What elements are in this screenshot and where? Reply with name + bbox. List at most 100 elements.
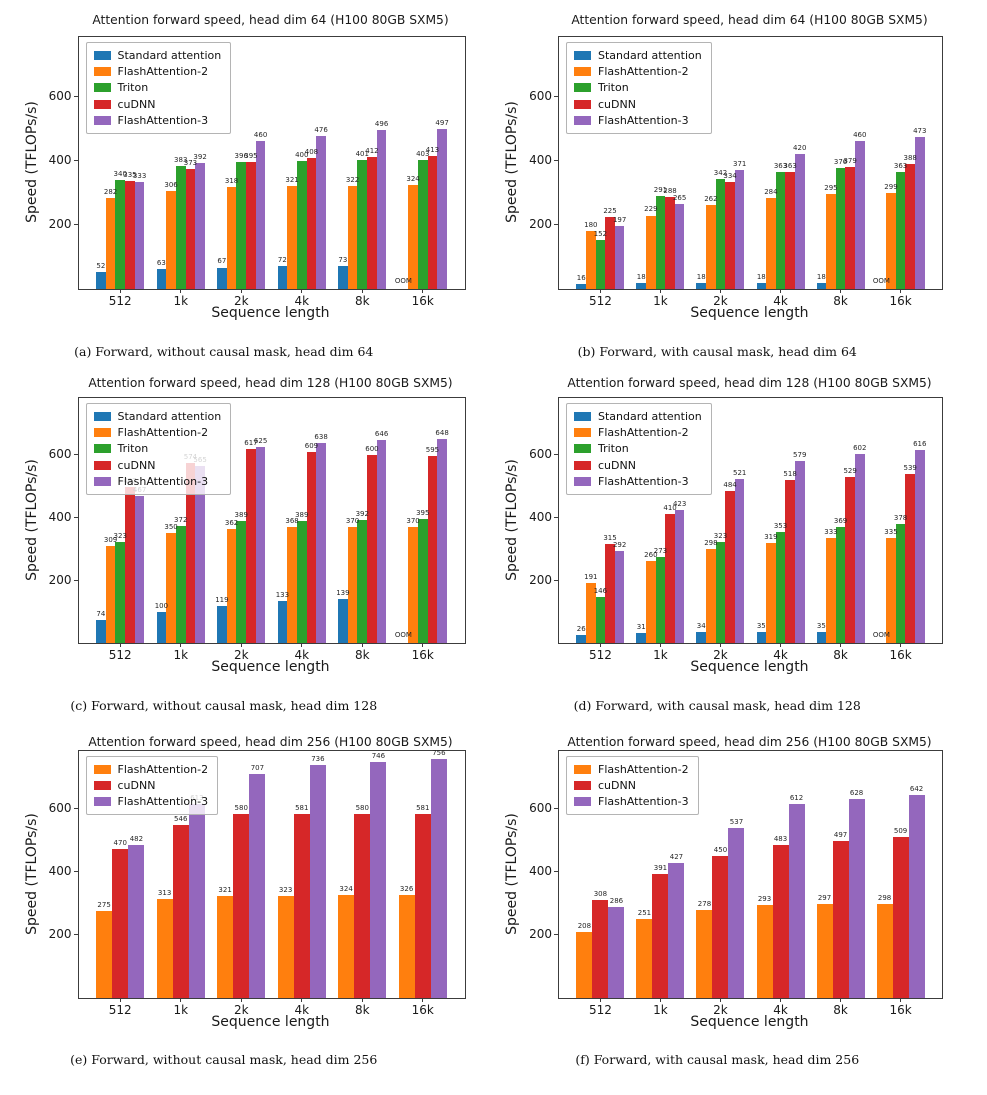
bar-value-label: 410 bbox=[663, 504, 677, 513]
bar bbox=[347, 185, 358, 289]
oom-label: OOM bbox=[394, 631, 412, 639]
x-tick-mark bbox=[659, 998, 661, 1002]
legend-item: cuDNN bbox=[574, 96, 702, 112]
bar bbox=[826, 538, 836, 643]
legend-label: FlashAttention-2 bbox=[117, 762, 209, 776]
bar-value-label: 119 bbox=[215, 595, 229, 604]
bar bbox=[354, 814, 371, 998]
bar bbox=[156, 898, 173, 998]
bar-value-label: 372 bbox=[174, 516, 188, 525]
legend-swatch bbox=[93, 764, 111, 774]
y-tick-label: 600 bbox=[48, 88, 72, 103]
chart-title: Attention forward speed, head dim 128 (H… bbox=[88, 376, 453, 390]
legend-item: cuDNN bbox=[93, 777, 209, 793]
bar bbox=[895, 524, 906, 643]
x-tick-mark bbox=[361, 998, 363, 1002]
bar-value-label: 509 bbox=[893, 826, 908, 835]
y-tick-label: 600 bbox=[529, 447, 552, 462]
bar bbox=[236, 161, 247, 289]
x-tick-label: 8k bbox=[354, 294, 370, 308]
legend-label: cuDNN bbox=[598, 458, 636, 472]
legend-label: FlashAttention-2 bbox=[598, 762, 689, 776]
bar-value-label: 18 bbox=[636, 273, 646, 282]
legend-label: cuDNN bbox=[117, 97, 156, 111]
legend-swatch bbox=[93, 444, 111, 454]
bar-value-label: 617 bbox=[244, 439, 258, 448]
bar bbox=[166, 533, 176, 643]
bar-value-label: 383 bbox=[174, 156, 188, 165]
x-tick-mark bbox=[301, 998, 303, 1002]
legend: Standard attention FlashAttention-2 Triton… bbox=[85, 403, 232, 495]
bar bbox=[96, 272, 106, 289]
legend-label: FlashAttention-3 bbox=[117, 114, 209, 128]
legend-swatch bbox=[574, 99, 591, 109]
bar-value-label: 251 bbox=[637, 908, 652, 917]
bar-value-label: 298 bbox=[877, 893, 892, 902]
bar bbox=[706, 549, 716, 643]
x-axis-label: Sequence length bbox=[690, 305, 809, 321]
bar bbox=[96, 619, 106, 643]
chart-caption: (f) Forward, with causal mask, head dim … bbox=[575, 1052, 860, 1067]
y-tick-label: 600 bbox=[529, 800, 552, 815]
bar bbox=[696, 632, 707, 643]
bar bbox=[338, 895, 355, 998]
bar-value-label: 389 bbox=[234, 510, 248, 519]
bar bbox=[734, 479, 745, 643]
bar bbox=[636, 633, 647, 643]
bar-value-label: 152 bbox=[593, 230, 608, 239]
bar-value-label: 308 bbox=[593, 890, 608, 899]
x-tick-label: 8k bbox=[354, 1003, 370, 1017]
chart-caption: (c) Forward, without causal mask, head d… bbox=[70, 698, 378, 713]
bar-value-label: 470 bbox=[113, 839, 127, 848]
x-tick-label: 1k bbox=[173, 1003, 189, 1017]
bar bbox=[715, 541, 726, 643]
bar-value-label: 73 bbox=[338, 255, 348, 264]
legend-item: FlashAttention-3 bbox=[574, 794, 689, 810]
bar bbox=[376, 129, 387, 289]
y-tick-label: 600 bbox=[529, 88, 552, 103]
legend-label: Standard attention bbox=[117, 409, 222, 423]
bar bbox=[427, 456, 438, 643]
bar-value-label: 324 bbox=[406, 174, 420, 183]
bar bbox=[226, 186, 237, 289]
x-tick-label: 1k bbox=[653, 1003, 668, 1017]
bar bbox=[775, 532, 786, 643]
bar bbox=[367, 156, 377, 289]
x-tick-mark bbox=[361, 289, 363, 293]
bar bbox=[576, 283, 586, 289]
x-tick-mark bbox=[422, 289, 424, 293]
bar-value-label: 323 bbox=[713, 531, 728, 540]
bar bbox=[249, 774, 266, 998]
bar-value-label: 275 bbox=[97, 900, 111, 909]
x-tick-mark bbox=[780, 289, 782, 293]
bar-value-label: 363 bbox=[783, 162, 797, 171]
legend-item: FlashAttention-2 bbox=[93, 761, 209, 777]
bar bbox=[172, 825, 189, 998]
x-tick-mark bbox=[719, 289, 721, 293]
bar bbox=[655, 557, 666, 643]
chart-caption: (b) Forward, with causal mask, head dim … bbox=[577, 344, 857, 359]
x-tick-mark bbox=[780, 643, 782, 647]
bar bbox=[417, 159, 428, 289]
x-tick-label: 512 bbox=[108, 294, 132, 308]
y-tick-mark bbox=[73, 224, 78, 226]
bar-value-label: 581 bbox=[416, 804, 430, 813]
chart-cell-e: Attention forward speed, head dim 256 (H… bbox=[0, 730, 494, 1095]
bar-value-label: 403 bbox=[416, 149, 430, 158]
bar bbox=[646, 561, 656, 643]
bar bbox=[125, 181, 135, 289]
legend-item: FlashAttention-2 bbox=[574, 63, 702, 79]
x-tick-label: 1k bbox=[653, 648, 668, 662]
plot-area: 200 400 600 512 1k 2k 4k 8k 16k 208 251 278 293 297 29… bbox=[529, 750, 943, 1017]
bar-value-label: 537 bbox=[729, 817, 744, 826]
legend-item: FlashAttention-3 bbox=[574, 113, 702, 129]
y-tick-label: 200 bbox=[529, 572, 552, 587]
x-tick-label: 512 bbox=[108, 1003, 132, 1017]
legend-item: Standard attention bbox=[574, 47, 702, 63]
x-tick-label: 4k bbox=[294, 1003, 310, 1017]
bar bbox=[430, 758, 447, 998]
legend-swatch bbox=[93, 116, 111, 126]
bar bbox=[908, 794, 925, 998]
bar-value-label: 600 bbox=[365, 444, 379, 453]
bar-value-label: 581 bbox=[295, 804, 309, 813]
